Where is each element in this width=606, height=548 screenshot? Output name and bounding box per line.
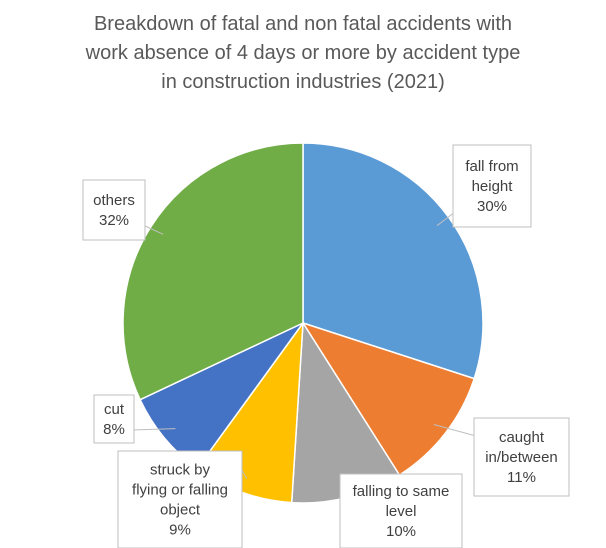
chart-title-line-1: Breakdown of fatal and non fatal acciden… (93, 13, 513, 35)
value-label-caught-in-between: 11% (507, 469, 536, 486)
category-label-others: others (93, 192, 135, 209)
category-label-falling-to-same-level: level (386, 503, 417, 520)
callout-box-struck-by-flying-or-falling-object (117, 450, 243, 548)
callout-leader-others (142, 224, 164, 235)
callout-text-cut: cut 8% (103, 401, 125, 438)
callout-text-caught-in-between: caught in/between 11% (485, 429, 558, 486)
data-label-struck-by-flying-or-falling-object: struck by flying or falling object 9% (117, 450, 248, 548)
data-label-fall-from-height: fall from height 30% (436, 144, 532, 228)
callout-text-struck-by-flying-or-falling-object: struck by flying or falling object 9% (132, 462, 228, 539)
category-label-caught-in-between: in/between (485, 449, 558, 466)
callout-text-fall-from-height: fall from height 30% (465, 158, 518, 215)
category-label-struck-by-flying-or-falling-object: object (160, 502, 201, 519)
category-label-falling-to-same-level: falling to same (353, 483, 450, 500)
category-label-fall-from-height: fall from (465, 158, 518, 175)
pie-slice-caught-in-between (301, 321, 476, 477)
value-label-struck-by-flying-or-falling-object: 9% (169, 522, 191, 539)
callout-text-falling-to-same-level: falling to same level 10% (353, 483, 450, 540)
callout-text-others: others 32% (93, 192, 135, 229)
data-label-caught-in-between: caught in/between 11% (433, 417, 570, 497)
category-label-caught-in-between: caught (499, 429, 545, 446)
value-label-others: 32% (99, 212, 129, 229)
chart-title-line-2: work absence of 4 days or more by accide… (85, 42, 521, 64)
category-label-fall-from-height: height (472, 178, 514, 195)
callout-box-caught-in-between (473, 417, 570, 497)
data-label-falling-to-same-level: falling to same level 10% (339, 473, 463, 548)
data-label-cut: cut 8% (93, 394, 176, 444)
chart-title: Breakdown of fatal and non fatal acciden… (0, 10, 606, 97)
callout-box-others (82, 179, 146, 241)
callout-box-falling-to-same-level (339, 473, 463, 548)
pie-slice-others (122, 142, 304, 401)
category-label-struck-by-flying-or-falling-object: struck by (150, 462, 211, 479)
category-label-struck-by-flying-or-falling-object: flying or falling (132, 482, 228, 499)
callout-box-fall-from-height (452, 144, 532, 228)
callout-box-cut (93, 394, 135, 444)
value-label-fall-from-height: 30% (477, 198, 507, 215)
value-label-falling-to-same-level: 10% (386, 523, 416, 540)
data-label-others: others 32% (82, 179, 164, 241)
callout-leader-caught-in-between (433, 424, 477, 437)
value-label-cut: 8% (103, 421, 125, 438)
callout-leader-cut (131, 428, 176, 431)
chart-title-line-3: in construction industries (2021) (161, 71, 445, 93)
category-label-cut: cut (104, 401, 125, 418)
callout-leader-fall-from-height (436, 211, 456, 227)
